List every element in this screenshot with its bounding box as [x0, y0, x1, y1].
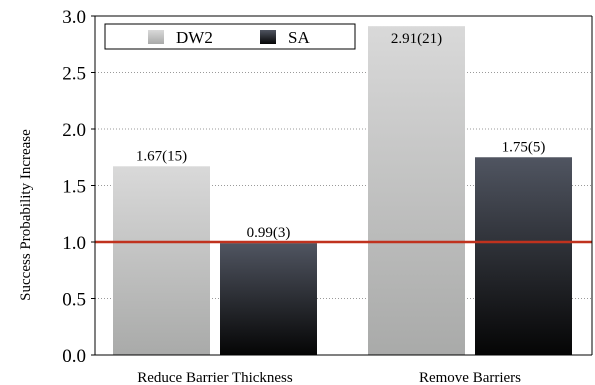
y-tick-label: 0.0 [62, 346, 86, 367]
legend-label-sa: SA [288, 28, 310, 47]
legend: DW2 SA [104, 23, 356, 50]
y-tick-label: 2.5 [62, 64, 86, 85]
data-labels: 1.67(15) 0.99(3) 2.91(21) 1.75(5) [136, 31, 546, 241]
bar-dw2-0 [113, 166, 210, 355]
data-label-sa-1: 1.75(5) [502, 139, 546, 155]
data-label-dw2-0: 1.67(15) [136, 148, 187, 164]
bar-dw2-1 [368, 26, 465, 355]
x-category-label: Remove Barriers [419, 370, 521, 385]
bar-sa-1 [475, 157, 572, 355]
x-category-label: Reduce Barrier Thickness [137, 370, 293, 385]
bar-sa-0 [220, 243, 317, 355]
data-label-dw2-1: 2.91(21) [391, 31, 442, 47]
x-category-labels: Reduce Barrier Thickness Remove Barriers [137, 370, 521, 385]
y-tick-labels: 0.0 0.5 1.0 1.5 2.0 2.5 3.0 [62, 7, 95, 367]
bars [113, 26, 572, 355]
legend-swatch-dw2 [148, 30, 164, 44]
y-axis-label: Success Probability Increase [18, 129, 34, 301]
legend-swatch-sa [260, 30, 276, 44]
y-tick-label: 1.0 [62, 233, 86, 254]
data-label-sa-0: 0.99(3) [247, 225, 291, 241]
y-tick-label: 0.5 [62, 290, 86, 311]
y-tick-label: 1.5 [62, 177, 86, 198]
y-tick-label: 3.0 [62, 7, 86, 28]
legend-box [104, 23, 356, 50]
legend-label-dw2: DW2 [176, 28, 213, 47]
y-tick-label: 2.0 [62, 120, 86, 141]
